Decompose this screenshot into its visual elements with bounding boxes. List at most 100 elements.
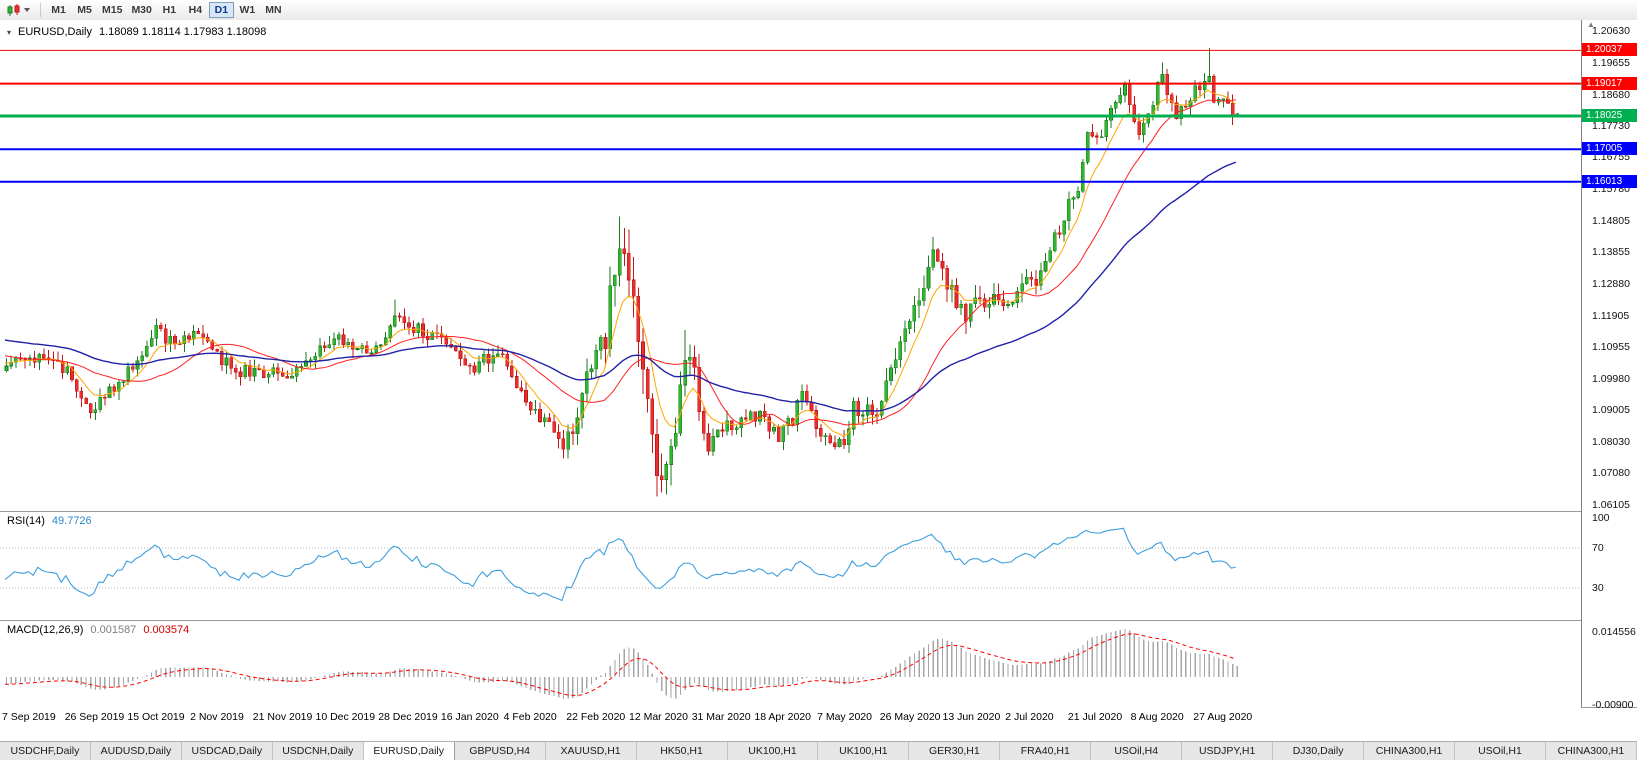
time-axis-label: 26 Sep 2019: [64, 711, 125, 723]
scale-scroll-up-icon[interactable]: ▲: [1587, 20, 1595, 29]
chart-tab-dj30-daily[interactable]: DJ30,Daily: [1273, 742, 1365, 760]
scale-label: 100: [1592, 512, 1610, 524]
level-price-badge: 1.19017: [1582, 76, 1637, 90]
scale-label: 1.20630: [1592, 25, 1630, 37]
ma-21-line: [4, 99, 1236, 427]
time-axis-label: 26 May 2020: [879, 711, 941, 723]
level-price-badge: 1.16013: [1582, 174, 1637, 188]
macd-signal-value: 0.003574: [143, 624, 190, 636]
rsi-line: [4, 527, 1236, 602]
chart-title: ▾ EURUSD,Daily 1.18089 1.18114 1.17983 1…: [7, 26, 266, 38]
timeframe-button-m1[interactable]: M1: [46, 2, 71, 18]
time-axis-label: 12 Mar 2020: [629, 711, 688, 723]
timeframe-button-h1[interactable]: H1: [157, 2, 182, 18]
moving-averages-layer: [4, 89, 1237, 437]
scale-label: 1.10955: [1592, 340, 1630, 353]
level-price-badge: 1.20037: [1582, 43, 1637, 57]
scale-label: 1.12880: [1592, 277, 1630, 290]
chart-tab-usdchf-daily[interactable]: USDCHF,Daily: [0, 742, 91, 760]
timeframe-buttons: M1 M5 M15 M30 H1 H4 D1 W1 MN: [46, 2, 286, 18]
ohlc-values: 1.18089 1.18114 1.17983 1.18098: [98, 26, 267, 38]
scale-label: 1.18680: [1592, 88, 1630, 101]
chart-tab-usdcad-daily[interactable]: USDCAD,Daily: [181, 742, 273, 760]
time-axis-label: 2 Nov 2019: [190, 711, 244, 723]
chart-type-button[interactable]: [4, 3, 33, 18]
scale-label: 1.06105: [1592, 499, 1630, 511]
time-axis-label: 31 Mar 2020: [691, 711, 751, 723]
macd-main-value: 0.001587: [90, 624, 137, 636]
rsi-label: RSI(14): [7, 515, 45, 527]
chevron-down-icon: [24, 8, 30, 12]
timeframe-button-mn[interactable]: MN: [261, 2, 286, 18]
symbol-period-label: EURUSD,Daily: [18, 26, 92, 38]
horizontal-levels-layer[interactable]: [0, 49, 1581, 183]
timeframe-toolbar: M1 M5 M15 M30 H1 H4 D1 W1 MN: [0, 0, 1637, 21]
chart-tab-uk100-h1[interactable]: UK100,H1: [818, 742, 910, 760]
chart-tab-usoil-h4[interactable]: USOil,H4: [1091, 742, 1183, 760]
scale-label: 1.08030: [1592, 436, 1630, 449]
time-axis-label: 21 Jul 2020: [1067, 711, 1123, 723]
chart-tab-xauusd-h1[interactable]: XAUUSD,H1: [545, 742, 637, 760]
timeframe-button-d1[interactable]: D1: [208, 2, 234, 18]
time-axis-label: 21 Nov 2019: [252, 711, 313, 723]
macd-signal-line: [4, 633, 1236, 697]
time-axis-label: 4 Feb 2020: [503, 711, 557, 723]
chart-tab-uk100-h1[interactable]: UK100,H1: [727, 742, 819, 760]
chart-tab-eurusd-daily[interactable]: EURUSD,Daily: [363, 742, 455, 760]
level-price-badge: 1.18025: [1582, 109, 1637, 122]
time-axis-label: 8 Aug 2020: [1130, 711, 1184, 723]
price-chart-canvas[interactable]: [0, 20, 1581, 512]
scale-label: 70: [1592, 542, 1604, 554]
scale-label: 1.07080: [1592, 467, 1630, 480]
ma-55-line: [4, 161, 1237, 412]
time-axis-label: 7 Sep 2019: [2, 711, 56, 723]
macd-histogram: [5, 629, 1238, 699]
time-axis-label: 10 Dec 2019: [315, 711, 376, 723]
scale-label: 30: [1592, 582, 1604, 594]
chart-tab-fra40-h1[interactable]: FRA40,H1: [1000, 742, 1092, 760]
chart-tab-gbpusd-h4[interactable]: GBPUSD,H4: [454, 742, 546, 760]
chart-tab-audusd-daily[interactable]: AUDUSD,Daily: [90, 742, 182, 760]
scale-label: -0.00900: [1592, 698, 1634, 711]
chart-tab-usdcnh-daily[interactable]: USDCNH,Daily: [272, 742, 364, 760]
chart-tab-bar: USDCHF,Daily AUDUSD,Daily USDCAD,Daily USDC…: [0, 741, 1637, 760]
timeframe-button-h4[interactable]: H4: [183, 2, 208, 18]
chart-tab-ger30-h1[interactable]: GER30,H1: [909, 742, 1001, 760]
scale-label: 1.19655: [1592, 56, 1630, 69]
chart-tab-usdjpy-h1[interactable]: USDJPY,H1: [1182, 742, 1274, 760]
price-scale[interactable]: ▲ 1.20630 1.19655 1.18680 1.17730 1.16755 1.1…: [1581, 20, 1637, 711]
time-axis-label: 16 Jan 2020: [440, 711, 499, 723]
macd-header: MACD(12,26,9) 0.001587 0.003574: [7, 624, 189, 636]
scale-label: 1.17730: [1592, 119, 1630, 132]
time-scale[interactable]: 7 Sep 2019 26 Sep 2019 15 Oct 2019 2 Nov 20…: [0, 707, 1581, 725]
level-price-badge: 1.17005: [1582, 142, 1637, 156]
scale-label: 1.14805: [1592, 215, 1630, 228]
chart-tab-china300-h1[interactable]: CHINA300,H1: [1364, 742, 1455, 760]
chart-tab-hk50-h1[interactable]: HK50,H1: [636, 742, 728, 760]
expand-indicator-icon[interactable]: ▾: [7, 27, 12, 37]
macd-label: MACD(12,26,9): [7, 624, 84, 636]
scale-label: 1.09005: [1592, 404, 1630, 417]
timeframe-button-m5[interactable]: M5: [72, 2, 97, 18]
candles-layer: [4, 48, 1240, 497]
scale-label: 1.09980: [1592, 372, 1630, 385]
time-axis-label: 15 Oct 2019: [127, 711, 185, 723]
macd-indicator-canvas[interactable]: [0, 621, 1581, 707]
time-axis-label: 18 Apr 2020: [754, 711, 812, 723]
timeframe-button-w1[interactable]: W1: [235, 2, 260, 18]
time-axis-label: 28 Dec 2019: [378, 711, 438, 723]
rsi-panel-splitter[interactable]: [0, 511, 1637, 512]
time-axis-label: 27 Aug 2020: [1193, 711, 1253, 723]
timeframe-button-m30[interactable]: M30: [127, 2, 155, 18]
scale-label: 0.014556: [1592, 625, 1636, 638]
time-axis-label: 22 Feb 2020: [566, 711, 626, 723]
scale-label: 1.11905: [1592, 309, 1630, 322]
macd-panel-splitter[interactable]: [0, 620, 1637, 621]
scale-label: 1.13855: [1592, 246, 1630, 259]
time-axis-label: 7 May 2020: [817, 711, 872, 723]
timeframe-button-m15[interactable]: M15: [98, 2, 126, 18]
chart-tab-china300-h1[interactable]: CHINA300,H1: [1545, 742, 1637, 760]
toolbar-separator: [40, 3, 41, 17]
rsi-indicator-canvas[interactable]: [0, 512, 1581, 620]
chart-tab-usoil-h1[interactable]: USOil,H1: [1455, 742, 1546, 760]
